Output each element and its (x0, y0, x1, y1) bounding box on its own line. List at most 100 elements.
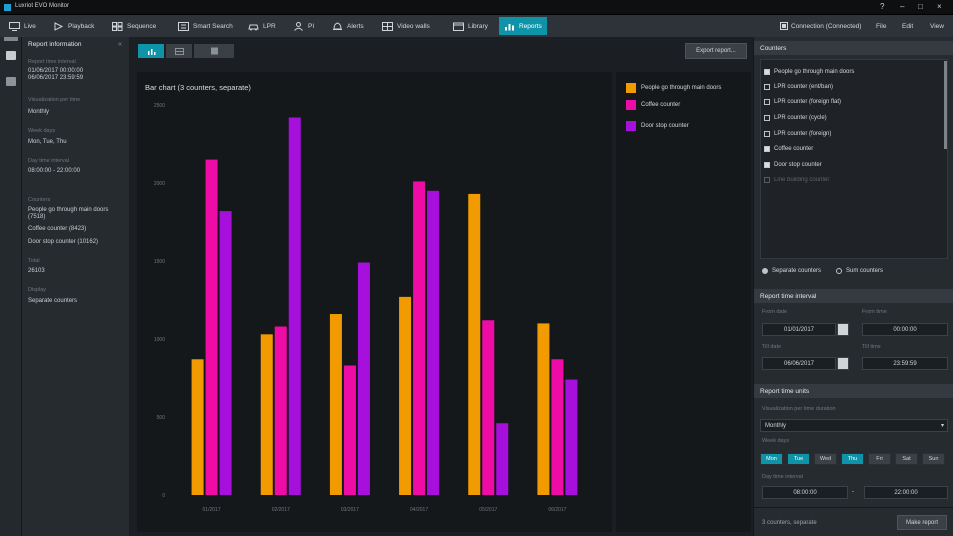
from-time-label: From time (862, 309, 887, 315)
bar[interactable] (357, 262, 370, 495)
visualization-select[interactable]: Monthly ▾ (760, 419, 948, 432)
bar[interactable] (399, 296, 412, 495)
checkbox[interactable] (764, 146, 770, 152)
separate-counters-option[interactable]: Separate counters (762, 266, 821, 276)
weekday-fri[interactable]: Fri (868, 453, 891, 465)
menu-file[interactable]: File (876, 22, 887, 30)
menu-view[interactable]: View (930, 22, 944, 30)
make-report-button[interactable]: Make report (897, 515, 947, 530)
counter-item[interactable]: Line building counter (764, 175, 829, 185)
weekday-mon[interactable]: Mon (760, 453, 783, 465)
weekday-tue[interactable]: Tue (787, 453, 810, 465)
tab-video-walls[interactable]: Video walls (377, 17, 435, 35)
bar[interactable] (551, 359, 564, 495)
smart-search-icon (178, 21, 189, 31)
counter-item[interactable]: Coffee counter (764, 144, 813, 154)
counter-item[interactable]: LPR counter (foreign flat) (764, 97, 841, 107)
counter-item[interactable]: People go through main doors (764, 67, 854, 77)
info-value: People go through main doors (7518) (28, 207, 109, 220)
weekday-thu[interactable]: Thu (841, 453, 864, 465)
tab-library[interactable]: Library (448, 17, 493, 35)
bar[interactable] (496, 423, 509, 495)
close-icon[interactable]: × (937, 2, 942, 11)
counter-item[interactable]: LPR counter (ent/ban) (764, 82, 833, 92)
counter-item[interactable]: Door stop counter (764, 160, 822, 170)
minimize-icon[interactable]: – (900, 2, 905, 11)
bar-chart-panel: Bar chart (3 counters, separate) 0 500 100… (137, 72, 612, 532)
tab-playback[interactable]: Playback (48, 17, 99, 35)
export-report-button[interactable]: Export report... (685, 43, 747, 59)
bar-chart-icon (147, 48, 155, 55)
checkbox[interactable] (764, 162, 770, 168)
from-time-input[interactable]: 00:00:00 (862, 323, 948, 336)
checkbox[interactable] (764, 99, 770, 105)
checkbox[interactable] (764, 69, 770, 75)
reports-icon (505, 23, 514, 30)
from-date-input[interactable]: 01/01/2017 (762, 323, 836, 336)
radio[interactable] (836, 268, 842, 274)
report-list-toggle-icon[interactable] (6, 77, 16, 86)
counters-scrollbar[interactable] (944, 61, 947, 149)
counter-label: Door stop counter (774, 162, 822, 168)
bar[interactable] (191, 359, 204, 495)
bar[interactable] (288, 117, 301, 496)
bar[interactable] (219, 211, 232, 495)
bar[interactable] (537, 323, 550, 495)
info-label: Total (28, 258, 40, 264)
checkbox[interactable] (764, 131, 770, 137)
help-icon[interactable]: ? (880, 2, 885, 11)
menu-edit[interactable]: Edit (902, 22, 914, 30)
maximize-icon[interactable]: □ (918, 2, 923, 11)
view-list-button[interactable] (194, 44, 234, 58)
till-date-label: Till date (762, 344, 782, 350)
sum-counters-option[interactable]: Sum counters (836, 266, 883, 276)
counter-item[interactable]: LPR counter (foreign) (764, 129, 831, 139)
counter-label: LPR counter (foreign flat) (774, 99, 842, 105)
weekday-wed[interactable]: Wed (814, 453, 837, 465)
connection-label: Connection (Connected) (791, 22, 862, 30)
bar[interactable] (468, 193, 481, 496)
tab-alerts[interactable]: Alerts (327, 17, 369, 35)
checkbox[interactable] (764, 177, 770, 183)
tab-live[interactable]: Live (4, 17, 41, 35)
radio[interactable] (762, 268, 768, 274)
till-time-input[interactable]: 23:59:59 (862, 357, 948, 370)
tab-sequence[interactable]: Sequence (107, 17, 161, 35)
day-from-input[interactable]: 08:00:00 (762, 486, 848, 499)
till-date-input[interactable]: 06/06/2017 (762, 357, 836, 370)
tab-alerts-label: Alerts (347, 22, 364, 30)
bar[interactable] (205, 159, 218, 495)
tab-lpr[interactable]: LPR (243, 17, 281, 35)
tab-pi[interactable]: PI (288, 17, 319, 35)
strip-handle[interactable] (4, 37, 18, 41)
counters-list[interactable] (760, 59, 948, 259)
tab-reports[interactable]: Reports (499, 17, 547, 35)
day-till-input[interactable]: 22:00:00 (864, 486, 948, 499)
weekday-sat[interactable]: Sat (895, 453, 918, 465)
calendar-icon[interactable] (837, 357, 849, 370)
bar[interactable] (343, 365, 356, 495)
view-bar-chart-button[interactable] (138, 44, 164, 58)
info-label: Counters (28, 197, 51, 203)
bar[interactable] (260, 334, 273, 495)
title-bar: Luxriot EVO Monitor ? – □ × (0, 0, 953, 15)
checkbox[interactable] (764, 115, 770, 121)
weekday-sun[interactable]: Sun (922, 453, 945, 465)
bar[interactable] (274, 326, 287, 495)
chevron-down-icon: ▾ (940, 423, 944, 429)
bar[interactable] (427, 190, 440, 496)
counter-item[interactable]: LPR counter (cycle) (764, 113, 827, 123)
bar[interactable] (565, 379, 578, 495)
calendar-icon[interactable] (837, 323, 849, 336)
app-logo-icon (4, 4, 11, 11)
connection-status[interactable]: Connection (Connected) (780, 17, 861, 35)
report-info-toggle-icon[interactable] (6, 51, 16, 60)
bar[interactable] (329, 314, 342, 495)
bar[interactable] (482, 320, 495, 495)
info-label: Day time interval (28, 158, 69, 164)
checkbox[interactable] (764, 84, 770, 90)
collapse-panel-icon[interactable]: « (118, 41, 122, 48)
tab-smart-search[interactable]: Smart Search (173, 17, 238, 35)
view-table-button[interactable] (166, 44, 192, 58)
bar[interactable] (413, 181, 426, 495)
